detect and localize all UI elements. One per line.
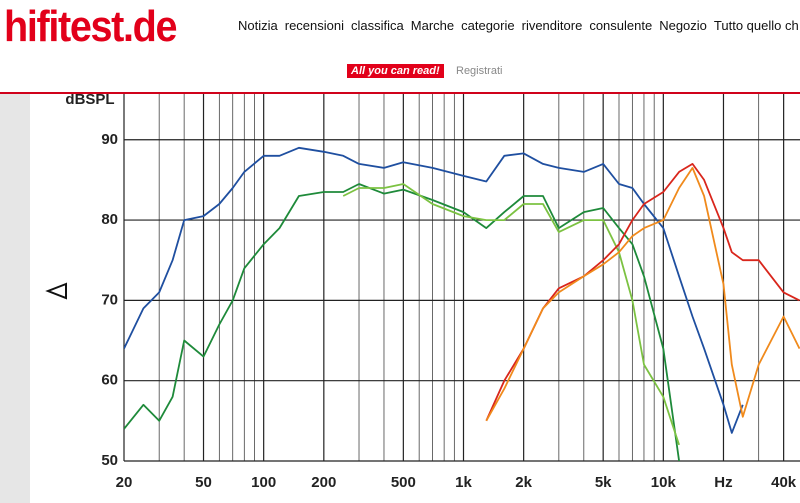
nav-arrow[interactable] xyxy=(45,282,67,300)
y-tick-label: 60 xyxy=(101,372,118,389)
y-tick-label: 90 xyxy=(101,131,118,148)
register-link[interactable]: Registrati xyxy=(456,65,503,77)
y-tick-label: 70 xyxy=(101,291,118,308)
nav-item[interactable]: recensioni xyxy=(284,18,345,33)
x-tick-label: 500 xyxy=(391,474,416,491)
y-tick-label: 80 xyxy=(101,211,118,228)
nav-item[interactable]: Tutto quello ch xyxy=(713,18,799,33)
x-tick-label: 20 xyxy=(116,474,133,491)
side-strip xyxy=(0,94,30,503)
x-tick-label: 1k xyxy=(455,474,472,491)
x-tick-label: 10k xyxy=(651,474,677,491)
series-line xyxy=(342,183,680,446)
nav-item[interactable]: Marche xyxy=(410,18,455,33)
nav-item[interactable]: rivenditore xyxy=(521,18,583,33)
nav-item[interactable]: Negozio xyxy=(659,18,707,33)
nav-item[interactable]: consulente xyxy=(589,18,653,33)
x-tick-label: Hz xyxy=(714,474,732,491)
logo[interactable]: hifitest.de xyxy=(4,2,178,51)
y-axis-title: dBSPL xyxy=(65,94,114,108)
x-tick-label: 5k xyxy=(595,474,612,491)
nav-item[interactable]: categorie xyxy=(461,18,515,33)
x-tick-label: 40k xyxy=(771,474,797,491)
x-tick-label: 200 xyxy=(311,474,336,491)
series-line xyxy=(124,183,680,461)
series-line xyxy=(485,167,800,422)
promo-badge[interactable]: All you can read! xyxy=(347,64,444,78)
nav-item[interactable]: classifica xyxy=(351,18,404,33)
x-tick-label: 50 xyxy=(195,474,212,491)
x-tick-label: 2k xyxy=(515,474,532,491)
series-line xyxy=(124,146,744,434)
plot-lines xyxy=(124,146,800,461)
site-header: hifitest.de Notizia recensioni classifica M… xyxy=(0,0,800,94)
chart: dBSPL 20 50 100 200 500 1k 2k 5k 10k Hz 40k 50 60 70 8… xyxy=(0,94,800,503)
nav-item[interactable]: Notizia xyxy=(238,18,278,33)
y-tick-label: 50 xyxy=(101,452,118,469)
nav-bar: Notizia recensioni classifica Marche categor… xyxy=(238,18,800,33)
x-tick-label: 100 xyxy=(251,474,276,491)
